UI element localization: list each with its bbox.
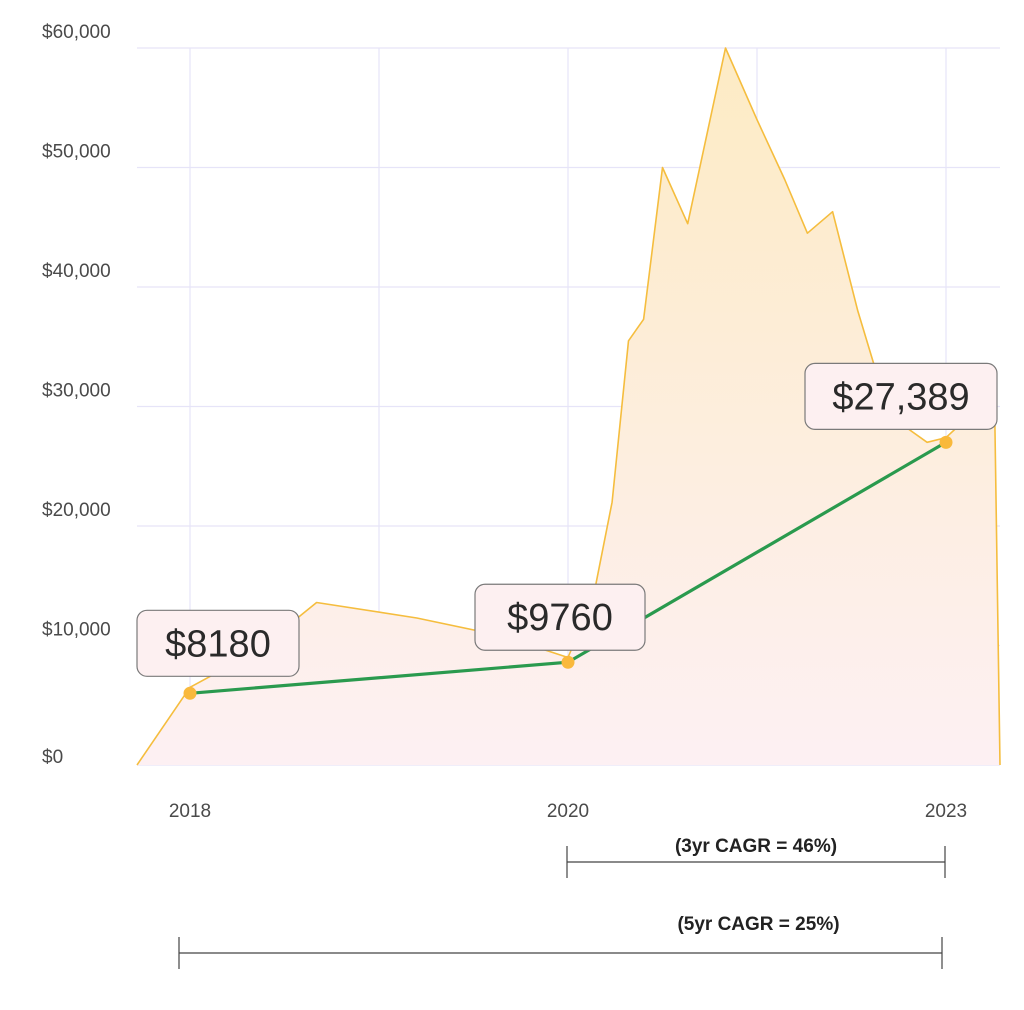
y-axis: $0 $10,000 $20,000 $30,000 $40,000 $50,000 $60…	[42, 22, 111, 768]
price-area-fill	[137, 48, 1000, 765]
value-labels: $8180 $9760 $27,389	[136, 362, 998, 700]
value-label-box	[474, 583, 646, 651]
x-tick-label: 2018	[169, 801, 211, 822]
cagr-label: (5yr CAGR = 25%)	[677, 914, 839, 935]
price-area-series	[136, 47, 1001, 766]
x-tick-label: 2023	[925, 801, 967, 822]
cagr-label: (3yr CAGR = 46%)	[675, 836, 837, 857]
x-tick-label: 2020	[547, 801, 589, 822]
y-tick-label: $50,000	[42, 142, 111, 163]
data-point-marker	[183, 686, 197, 700]
data-point-marker	[561, 655, 575, 669]
y-tick-label: $0	[42, 747, 63, 768]
value-label: $27,389	[832, 376, 969, 418]
y-tick-label: $20,000	[42, 500, 111, 521]
value-label: $8180	[165, 623, 271, 665]
value-label-box	[804, 362, 998, 430]
x-axis: 2018 2020 2023	[169, 801, 967, 822]
value-label-box	[136, 609, 300, 677]
price-line	[136, 47, 1001, 766]
cagr-annotations: (3yr CAGR = 46%) (5yr CAGR = 25%)	[178, 836, 946, 969]
data-point-marker	[939, 435, 953, 449]
y-tick-label: $40,000	[42, 261, 111, 282]
y-tick-label: $30,000	[42, 381, 111, 402]
y-tick-label: $60,000	[42, 22, 111, 43]
value-label: $9760	[507, 597, 613, 639]
y-tick-label: $10,000	[42, 620, 111, 641]
